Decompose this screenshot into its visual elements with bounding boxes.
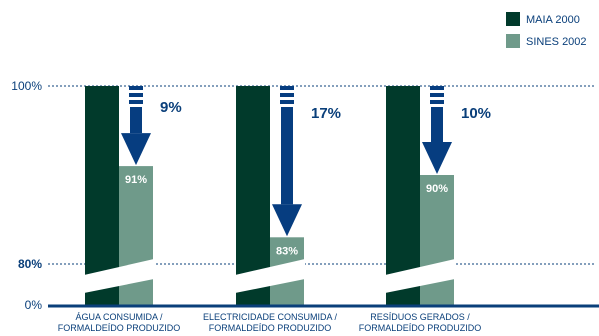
value-label-2: 83% — [276, 245, 298, 257]
category-label-line: FORMALDEÍDO PRODUZIDO — [58, 323, 181, 333]
legend-swatch-1 — [506, 12, 520, 26]
arrow-dash-2-1 — [280, 86, 294, 90]
gridlines — [48, 85, 595, 265]
arrow-dash-2-2 — [280, 93, 294, 97]
reduction-arrows — [121, 86, 452, 237]
arrow-dash-1-1 — [129, 86, 143, 90]
value-label-1: 91% — [125, 174, 147, 186]
reduction-label-1: 9% — [160, 99, 182, 116]
category-label-2: ELECTRICIDADE CONSUMIDA / FORMALDEÍDO PRO… — [203, 312, 338, 333]
y-tick-label-100: 100% — [11, 79, 42, 93]
category-label-3: RESÍDUOS GERADOS / FORMALDEÍDO PRODUZIDO — [359, 312, 482, 333]
reduction-label-3: 10% — [461, 105, 491, 122]
category-label-line: ELECTRICIDADE CONSUMIDA / — [203, 312, 338, 322]
reduction-label-2: 17% — [311, 105, 341, 122]
arrow-head-3 — [422, 142, 452, 174]
legend-label-2: SINES 2002 — [526, 36, 587, 48]
axis-break-1 — [84, 259, 154, 293]
category-labels: ÁGUA CONSUMIDA / FORMALDEÍDO PRODUZIDOELE… — [58, 312, 482, 333]
arrow-dash-3-2 — [430, 93, 444, 97]
arrow-head-1 — [121, 133, 151, 166]
y-tick-label-80: 80% — [18, 257, 42, 271]
category-label-line: FORMALDEÍDO PRODUZIDO — [359, 323, 482, 333]
y-tick-labels: 0% 80% 100% — [11, 79, 42, 312]
arrow-stem-3 — [431, 107, 443, 142]
bar-labels: 9% 91% 17% 83% 10% 90% — [125, 99, 491, 257]
y-tick-label-0: 0% — [25, 298, 43, 312]
arrow-head-2 — [272, 204, 302, 237]
arrow-dash-2-3 — [280, 100, 294, 104]
axis-break-3 — [385, 259, 455, 293]
arrow-dash-3-1 — [430, 86, 444, 90]
legend-swatch-2 — [506, 34, 520, 48]
category-label-line: ÁGUA CONSUMIDA / — [75, 312, 163, 322]
arrow-dash-1-3 — [129, 100, 143, 104]
legend: MAIA 2000 SINES 2002 — [506, 12, 587, 48]
arrow-dash-3-3 — [430, 100, 444, 104]
axis-break-marks — [84, 259, 455, 293]
arrow-stem-1 — [130, 107, 142, 134]
legend-label-1: MAIA 2000 — [526, 14, 580, 26]
arrow-dash-1-2 — [129, 93, 143, 97]
arrow-stem-2 — [281, 107, 293, 205]
category-label-1: ÁGUA CONSUMIDA / FORMALDEÍDO PRODUZIDO — [58, 312, 181, 333]
category-label-line: RESÍDUOS GERADOS / — [370, 312, 470, 322]
value-label-3: 90% — [426, 183, 448, 195]
axis-break-2 — [235, 259, 305, 293]
category-label-line: FORMALDEÍDO PRODUZIDO — [209, 323, 332, 333]
